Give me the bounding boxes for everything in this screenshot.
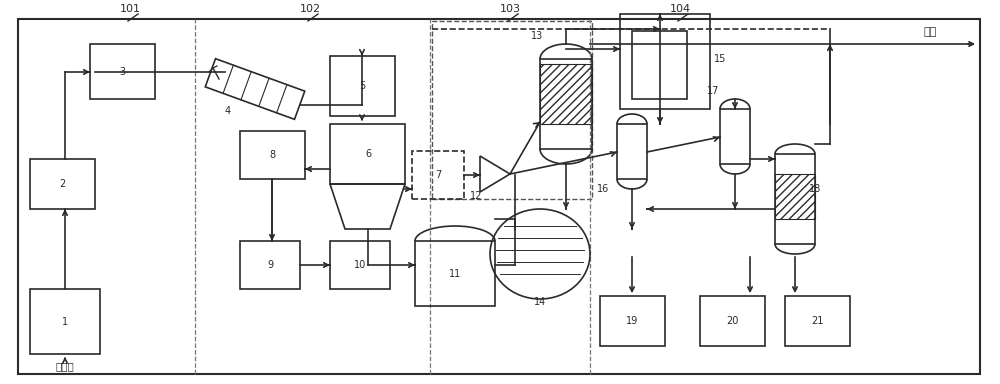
Text: 6: 6 (365, 149, 371, 159)
Text: 15: 15 (714, 54, 726, 64)
Bar (90, 44, 155, 99)
Bar (30, 159, 95, 209)
Text: 19: 19 (626, 316, 638, 326)
Text: 7: 7 (435, 170, 441, 180)
Text: 101: 101 (120, 4, 140, 14)
Bar (617, 124, 647, 179)
Bar (240, 131, 305, 179)
Text: 103: 103 (500, 4, 520, 14)
Text: 21: 21 (811, 316, 823, 326)
Text: 生物质: 生物质 (56, 361, 74, 371)
Text: 9: 9 (267, 260, 273, 270)
Text: 3: 3 (119, 67, 125, 77)
Text: 18: 18 (809, 184, 821, 194)
Bar (432, 21, 592, 199)
Text: 11: 11 (449, 269, 461, 279)
Bar (540, 59, 592, 149)
Text: 8: 8 (269, 150, 275, 160)
Bar (775, 174, 815, 219)
Text: 2: 2 (59, 179, 65, 189)
Text: 102: 102 (299, 4, 321, 14)
Bar (330, 241, 390, 289)
Bar (632, 31, 687, 99)
Bar (540, 64, 592, 124)
Bar (30, 289, 100, 354)
Bar (330, 124, 405, 184)
Text: 4: 4 (225, 106, 231, 116)
Text: 1: 1 (62, 317, 68, 327)
Bar (720, 109, 750, 164)
Text: 10: 10 (354, 260, 366, 270)
Text: 发电: 发电 (923, 27, 937, 37)
Bar (785, 296, 850, 346)
Bar (415, 241, 495, 306)
Bar (412, 151, 464, 199)
Bar (600, 296, 665, 346)
Bar (775, 154, 815, 244)
Text: 104: 104 (669, 4, 691, 14)
Text: 5: 5 (359, 81, 365, 91)
Bar (240, 241, 300, 289)
Bar (330, 56, 395, 116)
Bar (620, 14, 710, 109)
Text: 20: 20 (726, 316, 738, 326)
Text: 12: 12 (470, 191, 482, 201)
Text: 16: 16 (597, 184, 609, 194)
Text: 14: 14 (534, 297, 546, 307)
Bar (700, 296, 765, 346)
Text: 17: 17 (707, 86, 719, 96)
Text: 13: 13 (531, 31, 543, 41)
